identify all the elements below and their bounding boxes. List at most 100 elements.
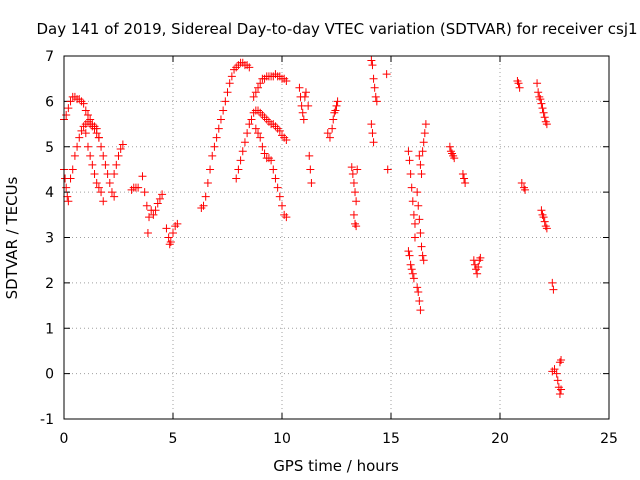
data-point [88,122,97,131]
series-arc-16 [404,147,419,283]
data-point [262,115,271,124]
data-point [368,61,377,70]
data-point [94,133,103,142]
data-point [70,151,79,160]
data-point [75,133,84,142]
data-point [420,129,429,138]
data-point [149,210,158,219]
series-arc-4 [94,133,119,201]
data-point [75,95,84,104]
data-point [409,210,418,219]
data-point [275,72,284,81]
data-point [107,188,116,197]
data-point [416,306,425,315]
data-point [116,145,125,154]
series-arc-13 [323,97,342,142]
data-point [155,194,164,203]
data-point [369,138,378,147]
data-point [225,79,234,88]
data-point [254,83,263,92]
data-point [555,358,564,367]
data-point [407,265,416,274]
data-point [73,142,82,151]
data-point [305,151,314,160]
data-point [256,133,265,142]
data-point [110,169,119,178]
x-tick-label: 25 [600,431,618,447]
data-point [421,120,430,129]
data-point [236,156,245,165]
data-point [537,99,546,108]
data-point [301,88,310,97]
data-point [299,115,308,124]
data-point [519,183,528,192]
data-point [552,369,561,378]
series-arc-11 [251,124,291,222]
data-point [232,174,241,183]
data-point [278,201,286,210]
data-point [260,113,269,122]
series-arc-18 [445,142,470,188]
data-point [83,142,92,151]
data-point [282,135,291,144]
series-arc-10 [249,70,291,101]
data-point [461,179,470,188]
x-tick-label: 0 [60,431,69,447]
data-point [332,101,341,110]
series-arc-15 [367,56,392,174]
data-point [295,83,304,92]
data-point [542,120,551,129]
data-point [541,222,550,231]
series-arc-21 [533,79,558,294]
data-point [405,156,414,165]
data-point [415,151,424,160]
data-point [278,131,286,140]
data-points [60,56,566,399]
data-point [64,197,73,206]
data-point [264,117,273,126]
data-point [474,262,483,271]
data-point [353,165,362,174]
data-point [158,190,167,199]
data-point [406,260,415,269]
data-point [307,179,316,188]
x-tick-label: 20 [491,431,509,447]
data-point [99,197,108,206]
data-point [271,174,280,183]
chart-title: Day 141 of 2019, Sidereal Day-to-day VTE… [36,20,637,38]
data-point [134,183,143,192]
data-point [351,219,360,228]
data-point [81,129,90,138]
plot-frame [63,55,610,420]
data-point [245,120,254,129]
data-point [418,147,427,156]
y-axis-label: SDTVAR / TECUs [3,176,21,299]
series-arc-3 [81,129,108,206]
data-point [404,247,413,256]
data-point [275,126,284,135]
data-point [171,222,180,231]
data-point [90,169,99,178]
data-point [210,142,219,151]
data-point [449,151,458,160]
data-point [62,110,71,119]
data-point [406,169,415,178]
y-tick-label: 3 [45,231,54,247]
data-point [164,233,173,242]
data-point [540,113,549,122]
data-point [197,204,206,213]
data-point [251,88,260,97]
data-point [371,92,380,101]
data-point [549,285,558,294]
series-arc-22 [548,356,566,399]
data-point [472,265,481,274]
data-point [216,115,225,124]
data-point [445,142,454,151]
data-point [416,160,425,169]
series-arc-5 [110,140,127,178]
series-arc-20 [513,76,530,194]
data-point [271,70,280,79]
data-point [331,106,340,115]
x-tick-label: 15 [382,431,400,447]
data-point [405,251,414,260]
